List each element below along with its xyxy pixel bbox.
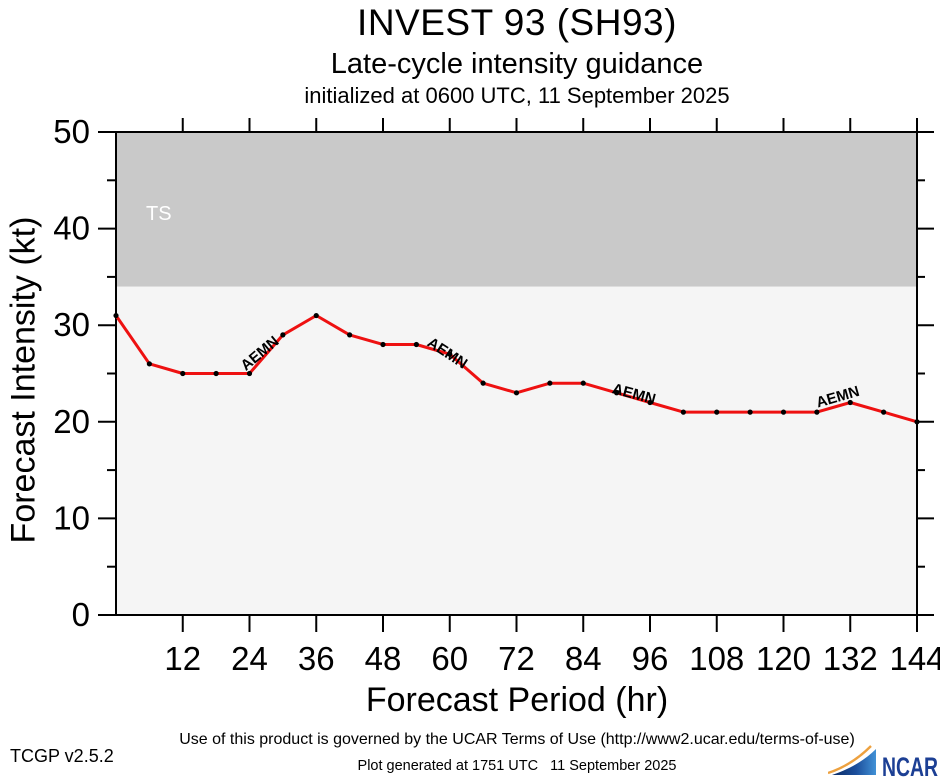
y-tick-label: 40 [53,210,90,247]
ts-region [116,132,917,287]
x-tick-label: 120 [756,640,811,677]
y-axis-title: Forecast Intensity (kt) [4,216,43,544]
ncar-logo-text: NCAR [882,752,938,780]
x-tick-label: 12 [164,640,201,677]
init-time-label: initialized at 0600 UTC, 11 September 20… [304,83,730,108]
data-point-marker [714,409,720,415]
data-point-marker [213,370,219,377]
data-point-marker [513,390,520,396]
data-point-marker [814,409,820,415]
data-point-marker [547,380,553,386]
data-point-marker [146,361,152,367]
x-tick-label: 60 [431,640,468,677]
x-tick-label: 132 [823,640,878,677]
y-tick-label: 30 [53,306,90,343]
data-point-marker [246,370,253,377]
ncar-logo-orange-arc [828,745,872,775]
data-point-marker [614,390,620,396]
y-tick-label: 0 [72,596,90,633]
plot-background [116,286,917,615]
data-point-marker [780,409,787,415]
plot-generated-timestamp: Plot generated at 1751 UTC 11 September … [357,758,677,774]
x-tick-label: 72 [498,640,535,677]
data-point-marker [313,312,319,319]
page-subtitle: Late-cycle intensity guidance [330,48,704,80]
data-point-marker [847,399,853,406]
data-point-marker [380,341,386,348]
data-point-marker [647,399,653,406]
data-point-marker [447,351,453,357]
data-point-marker [580,380,586,386]
x-tick-label: 36 [298,640,335,677]
data-point-marker [347,332,353,338]
data-point-marker [480,380,486,386]
data-point-marker [914,419,920,425]
x-tick-label: 96 [632,640,669,677]
terms-of-use-text: Use of this product is governed by the U… [179,731,855,748]
ncar-logo: NCAR [828,745,938,780]
data-point-marker [413,341,419,348]
x-axis-title: Forecast Period (hr) [365,681,669,719]
x-tick-label: 108 [689,640,744,677]
data-point-marker [881,409,887,415]
data-point-marker [747,409,753,415]
title-block: INVEST 93 (SH93) Late-cycle intensity gu… [117,0,917,109]
ncar-logo-swoosh [832,749,876,775]
ts-region-label: TS [146,203,172,225]
x-tick-label: 24 [231,640,268,677]
y-tick-label: 50 [53,113,90,150]
page-title: INVEST 93 (SH93) [357,2,677,43]
x-tick-label: 48 [365,640,402,677]
data-point-marker [680,409,686,415]
data-point-marker [280,332,286,338]
x-tick-label: 84 [565,640,602,677]
y-tick-label: 10 [53,499,90,536]
y-tick-label: 20 [53,403,90,440]
software-version-label: TCGP v2.5.2 [10,746,114,766]
x-tick-label: 144 [889,640,940,677]
data-point-marker [113,312,119,319]
data-point-marker [180,370,186,377]
